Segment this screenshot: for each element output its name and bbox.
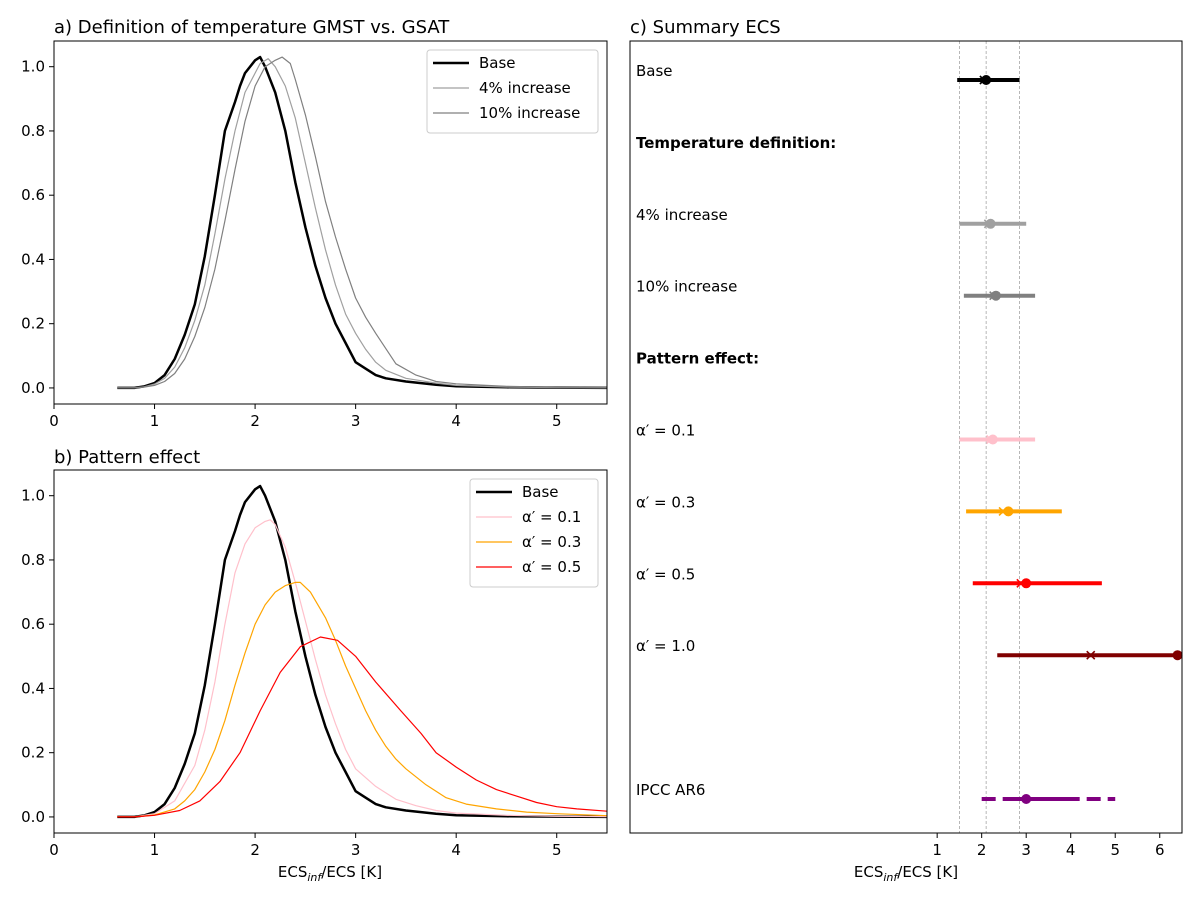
x-tick-label: 5: [552, 841, 562, 859]
x-tick-label: 5: [552, 412, 562, 430]
y-tick-label: 0.8: [21, 551, 45, 569]
panel-b-title: b) Pattern effect: [54, 447, 200, 468]
x-tick-label: 6: [1155, 841, 1165, 859]
x-tick-label: 4: [451, 841, 461, 859]
x-tick-label: 4: [1066, 841, 1076, 859]
legend-label: α′ = 0.5: [522, 558, 581, 576]
dot-marker: [985, 218, 996, 229]
x-tick-label: 5: [1110, 841, 1120, 859]
x-tick-label: 4: [451, 412, 461, 430]
legend-label: Base: [522, 483, 559, 501]
panel-c-rows: Base Temperature definition: 4% increase 10…: [636, 62, 1183, 804]
panel-a: a) Definition of temperature GMST vs. GS…: [21, 17, 608, 430]
y-tick-label: 0.8: [21, 122, 45, 140]
cross-marker: [1086, 650, 1096, 660]
x-tick-label: 2: [250, 841, 260, 859]
x-tick-label: 1: [150, 841, 160, 859]
panel-a-legend: Base 4% increase 10% increase: [426, 49, 599, 134]
series-line: [117, 484, 607, 819]
row-label: 10% increase: [636, 278, 737, 296]
panel-b-series: [117, 484, 607, 819]
x-tick-label: 0: [49, 412, 59, 430]
legend-label: α′ = 0.1: [522, 508, 581, 526]
y-tick-label: 0.0: [21, 379, 45, 397]
legend-label: Base: [479, 54, 516, 72]
series-line: [117, 58, 607, 389]
series-line: [117, 55, 607, 390]
x-tick-label: 0: [49, 841, 59, 859]
panel-a-series: [117, 55, 607, 390]
panel-b-frame: [53, 469, 608, 834]
x-tick-label: 3: [1021, 841, 1031, 859]
dot-marker: [1021, 578, 1032, 589]
panel-a-title: a) Definition of temperature GMST vs. GS…: [54, 17, 450, 38]
dot-marker: [981, 75, 992, 85]
panel-c-frame: [629, 40, 1183, 834]
x-tick-label: 2: [250, 412, 260, 430]
dot-marker: [990, 290, 1001, 301]
y-tick-label: 1.0: [21, 487, 45, 505]
row-label: α′ = 1.0: [636, 637, 695, 655]
section-heading: Temperature definition:: [636, 134, 836, 152]
panel-b-legend: Base α′ = 0.1 α′ = 0.3 α′ = 0.5: [469, 478, 599, 588]
legend-box: [426, 49, 599, 134]
x-tick-label: 1: [932, 841, 942, 859]
legend-label: 4% increase: [479, 79, 571, 97]
legend-label: α′ = 0.3: [522, 533, 581, 551]
row-label: α′ = 0.3: [636, 493, 695, 511]
panel-b: b) Pattern effect 0 1 2 3 4 5 0.0 0.2 0.4 0.6 0.8 1…: [21, 447, 608, 884]
x-tick-label: 3: [351, 412, 361, 430]
dot-marker: [1003, 506, 1014, 517]
row-label: α′ = 0.1: [636, 422, 695, 440]
panel-c-title: c) Summary ECS: [630, 17, 781, 38]
y-tick-label: 0.2: [21, 315, 45, 333]
panel-c-reference-lines: [959, 41, 1020, 833]
panel-a-frame: [53, 40, 608, 405]
dot-marker: [1172, 650, 1183, 661]
y-tick-label: 0.4: [21, 679, 45, 697]
series-line: [117, 519, 607, 818]
y-tick-label: 1.0: [21, 58, 45, 76]
x-tick-label: 1: [150, 412, 160, 430]
dot-marker: [987, 434, 998, 445]
section-heading: Pattern effect:: [636, 350, 759, 368]
legend-label: 10% increase: [479, 104, 580, 122]
panel-c: c) Summary ECS Base Temperature definitio…: [629, 17, 1183, 884]
series-line: [117, 581, 607, 818]
panel-c-x-axis-label: ECSinf/ECS [K]: [854, 863, 958, 884]
row-label: Base: [636, 62, 673, 80]
y-tick-label: 0.2: [21, 744, 45, 762]
row-label: α′ = 0.5: [636, 565, 695, 583]
series-line: [117, 636, 607, 818]
y-tick-label: 0.0: [21, 808, 45, 826]
y-tick-label: 0.4: [21, 250, 45, 268]
x-tick-label: 2: [977, 841, 987, 859]
legend-box: [469, 478, 599, 588]
row-label: 4% increase: [636, 206, 728, 224]
dot-marker: [1021, 794, 1032, 804]
y-tick-label: 0.6: [21, 615, 45, 633]
series-line: [117, 56, 607, 389]
x-tick-label: 3: [351, 841, 361, 859]
y-tick-label: 0.6: [21, 186, 45, 204]
panel-b-x-axis-label: ECSinf/ECS [K]: [278, 863, 382, 884]
row-label: IPCC AR6: [636, 781, 705, 799]
